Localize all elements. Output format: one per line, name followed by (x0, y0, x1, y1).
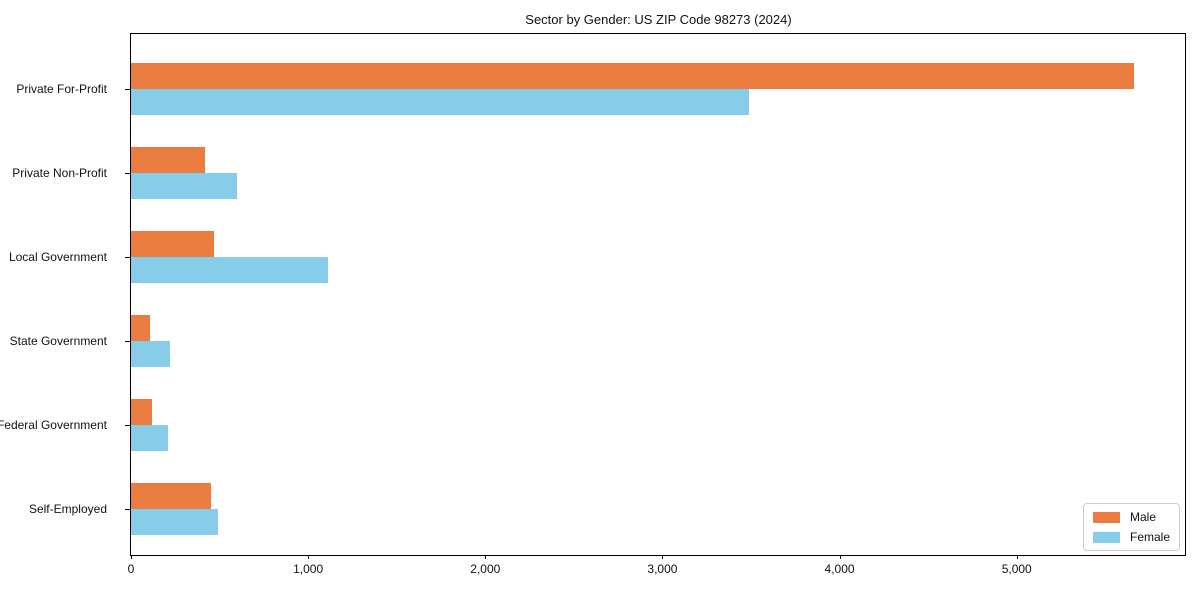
x-tick-label: 1,000 (293, 562, 324, 576)
y-axis-label-self-employed: Self-Employed (28, 502, 107, 516)
legend-label-male: Male (1129, 510, 1156, 524)
bar-female-self-employed (131, 509, 218, 535)
y-axis-label-local-government: Local Government (8, 250, 107, 264)
legend-label-female: Female (1129, 530, 1170, 544)
bar-male-self-employed (131, 483, 211, 509)
plot-area: Private For-Profit Private Non-Profit Loca… (0, 33, 1186, 576)
legend: Male Female (1082, 503, 1180, 551)
legend-swatch-male (1092, 511, 1120, 523)
y-tick-mark (124, 425, 130, 426)
y-axis-label-state-government: State Government (9, 334, 107, 348)
y-tick-mark (124, 257, 130, 258)
bar-male-private-for-profit (131, 63, 1134, 89)
x-tick-label: 3,000 (647, 562, 678, 576)
legend-item-male: Male (1092, 510, 1170, 524)
x-tick-label: 2,000 (470, 562, 501, 576)
legend-item-female: Female (1092, 530, 1170, 544)
x-tick-mark (308, 555, 310, 559)
bar-male-local-government (131, 231, 215, 257)
bar-female-private-for-profit (131, 89, 750, 115)
y-tick-mark (124, 341, 130, 342)
x-tick-label: 4,000 (824, 562, 855, 576)
y-axis-label-federal-government: Federal Government (0, 418, 107, 432)
y-axis-label-private-non-profit: Private Non-Profit (12, 166, 107, 180)
chart-title: Sector by Gender: US ZIP Code 98273 (202… (525, 12, 792, 27)
bar-female-federal-government (131, 425, 169, 451)
bar-female-private-non-profit (131, 173, 238, 199)
bar-male-federal-government (131, 399, 153, 425)
y-tick-mark (124, 509, 130, 510)
y-tick-mark (124, 89, 130, 90)
x-tick-mark (1016, 555, 1018, 559)
x-tick-label: 0 (127, 562, 135, 576)
x-tick-label: 5,000 (1001, 562, 1032, 576)
bar-female-local-government (131, 257, 328, 283)
x-tick-mark (485, 555, 487, 559)
x-tick-mark (839, 555, 841, 559)
legend-swatch-female (1092, 531, 1120, 543)
y-axis-label-private-for-profit: Private For-Profit (16, 82, 107, 96)
bar-male-private-non-profit (131, 147, 206, 173)
x-tick-mark (662, 555, 664, 559)
x-tick-mark (131, 555, 132, 559)
bar-female-state-government (131, 341, 170, 367)
y-tick-mark (124, 173, 130, 174)
bar-male-state-government (131, 315, 151, 341)
